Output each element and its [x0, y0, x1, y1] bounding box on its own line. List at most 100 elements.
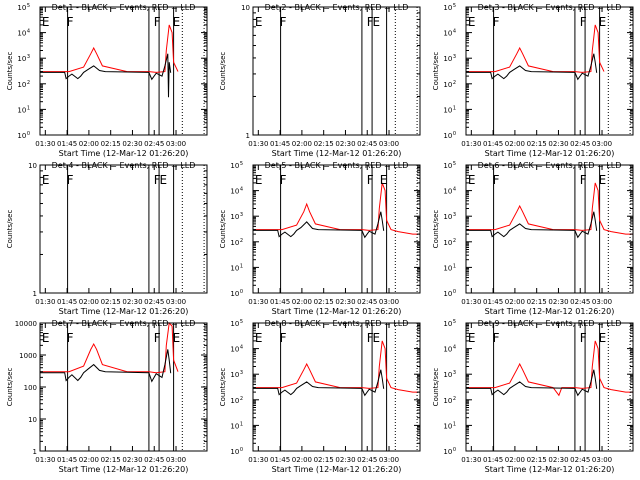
x-axis-title: Start Time (12-Mar-12 01:26:20) [59, 149, 189, 158]
marker-label-f: F [367, 15, 374, 29]
y-tick-label: 104 [443, 345, 456, 354]
x-tick-label: 01:45 [270, 298, 290, 306]
y-tick-label: 105 [230, 319, 243, 328]
x-tick-label: 01:45 [57, 140, 77, 148]
x-tick-label: 02:30 [122, 456, 142, 464]
x-tick-label: 03:00 [379, 140, 399, 148]
marker-label-f: F [280, 15, 287, 29]
x-tick-label: 02:00 [292, 140, 312, 148]
x-tick-label: 02:00 [292, 456, 312, 464]
y-tick-label: 101 [17, 105, 30, 114]
x-tick-label: 02:30 [335, 298, 355, 306]
y-tick-label: 1000 [19, 352, 37, 360]
x-tick-label: 02:00 [505, 140, 525, 148]
series-line-events [466, 369, 598, 397]
marker-label-e: E [599, 15, 607, 29]
detector-panel-4: 01:30 01:45 02:00 02:15 02:30 02:45 03:00Start… [6, 161, 208, 316]
x-tick-label: 02:30 [548, 140, 568, 148]
x-tick-label: 02:15 [314, 456, 334, 464]
marker-label-e: E [160, 173, 168, 187]
x-tick-label: 01:45 [270, 140, 290, 148]
x-tick-label: 02:45 [357, 456, 377, 464]
y-tick-label: 1 [33, 448, 37, 456]
series-line-events [253, 369, 385, 397]
marker-label-f: F [67, 331, 74, 345]
y-axis-title: Counts/sec [6, 52, 14, 91]
y-tick-label: 105 [443, 3, 456, 12]
y-tick-label: 103 [443, 212, 456, 221]
y-tick-label: 105 [230, 161, 243, 170]
marker-label-e: E [468, 173, 476, 187]
y-tick-label: 100 [230, 289, 243, 298]
detector-panel-3: 01:30 01:45 02:00 02:15 02:30 02:45 03:00Start… [432, 3, 634, 158]
series-line-lld [466, 24, 605, 73]
x-axis-title: Start Time (12-Mar-12 01:26:20) [59, 465, 189, 474]
x-tick-label: 02:45 [570, 140, 590, 148]
detector-panel-8: 01:30 01:45 02:00 02:15 02:30 02:45 03:00Start… [219, 319, 421, 474]
y-tick-label: 10 [28, 162, 37, 170]
y-tick-label: 101 [230, 421, 243, 430]
x-tick-label: 01:30 [461, 456, 481, 464]
detector-panel-5: 01:30 01:45 02:00 02:15 02:30 02:45 03:00Start… [219, 161, 421, 316]
panel-title: Det 9 - BLACK = Events, RED = LLD [478, 319, 622, 328]
x-tick-label: 02:00 [79, 140, 99, 148]
y-tick-label: 103 [443, 54, 456, 63]
x-tick-label: 02:30 [335, 456, 355, 464]
marker-label-e: E [468, 331, 476, 345]
y-axis-title: Counts/sec [432, 52, 440, 91]
x-tick-label: 01:30 [35, 298, 55, 306]
x-tick-label: 01:30 [461, 298, 481, 306]
plot-frame [39, 164, 208, 294]
x-tick-label: 01:45 [57, 456, 77, 464]
marker-label-e: E [173, 15, 181, 29]
x-tick-label: 01:45 [483, 140, 503, 148]
y-tick-label: 101 [443, 105, 456, 114]
x-tick-label: 02:30 [335, 140, 355, 148]
x-tick-label: 01:30 [248, 456, 268, 464]
x-tick-label: 02:45 [144, 140, 164, 148]
y-tick-label: 100 [443, 289, 456, 298]
y-tick-label: 103 [443, 370, 456, 379]
x-tick-label: 03:00 [166, 456, 186, 464]
x-tick-label: 03:00 [592, 298, 612, 306]
x-tick-label: 02:30 [548, 456, 568, 464]
series-line-events [253, 211, 385, 239]
marker-label-e: E [380, 173, 388, 187]
y-tick-label: 10 [241, 4, 250, 12]
marker-label-f: F [154, 15, 161, 29]
y-axis-title: Counts/sec [432, 368, 440, 407]
x-tick-label: 03:00 [592, 456, 612, 464]
x-tick-label: 01:30 [35, 140, 55, 148]
marker-label-f: F [493, 15, 500, 29]
series-line-events [40, 53, 172, 98]
x-tick-label: 03:00 [166, 140, 186, 148]
detector-panel-2: 01:30 01:45 02:00 02:15 02:30 02:45 03:00Start… [219, 3, 421, 158]
panel-title: Det 7 - BLACK = Events, RED = LLD [52, 319, 196, 328]
x-tick-label: 02:45 [357, 298, 377, 306]
y-tick-label: 104 [443, 29, 456, 38]
marker-label-f: F [367, 173, 374, 187]
marker-label-f: F [493, 331, 500, 345]
detector-panel-6: 01:30 01:45 02:00 02:15 02:30 02:45 03:00Start… [432, 161, 634, 316]
y-tick-label: 102 [443, 238, 456, 247]
marker-label-f: F [67, 15, 74, 29]
y-tick-label: 10000 [15, 320, 37, 328]
y-tick-label: 102 [17, 80, 30, 89]
x-tick-label: 01:45 [483, 456, 503, 464]
marker-label-e: E [173, 331, 181, 345]
marker-label-e: E [599, 331, 607, 345]
x-tick-label: 02:45 [144, 456, 164, 464]
series-line-events [466, 211, 598, 239]
x-tick-label: 03:00 [379, 456, 399, 464]
marker-label-f: F [580, 15, 587, 29]
y-tick-label: 100 [17, 131, 30, 140]
series-line-lld [253, 340, 420, 393]
y-tick-label: 104 [17, 29, 30, 38]
x-tick-label: 02:00 [79, 298, 99, 306]
marker-label-e: E [42, 331, 50, 345]
x-tick-label: 02:00 [505, 298, 525, 306]
plot-frame [252, 164, 421, 294]
marker-label-f: F [493, 173, 500, 187]
y-axis-title: Counts/sec [219, 52, 227, 91]
